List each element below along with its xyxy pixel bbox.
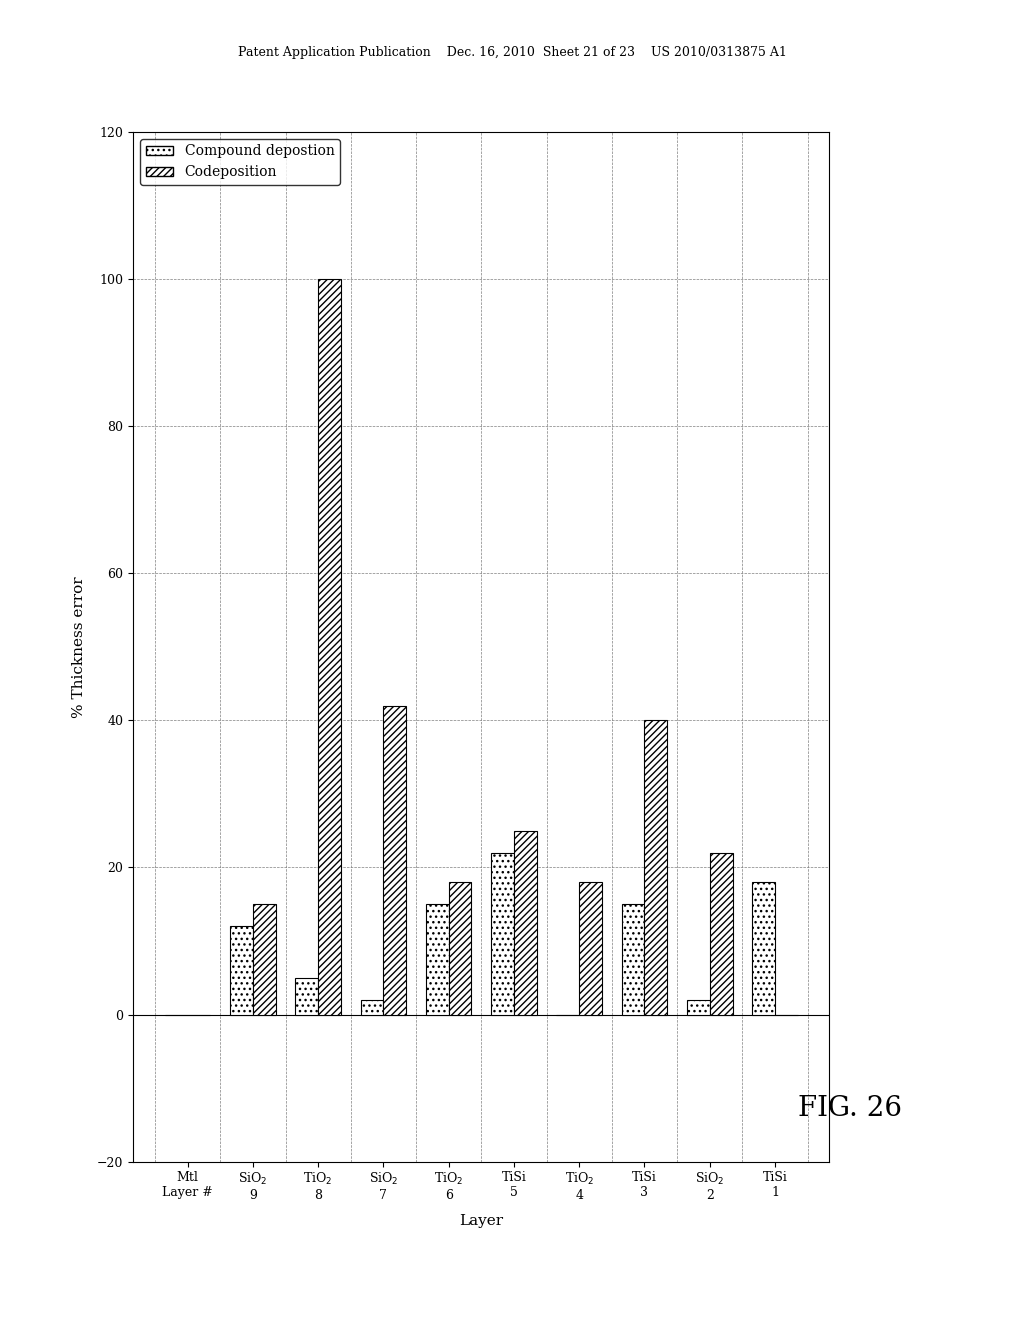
Bar (514, 830, 537, 1015)
X-axis label: Layer: Layer (459, 1213, 504, 1228)
Legend: Compound depostion, Codeposition: Compound depostion, Codeposition (140, 139, 340, 185)
Bar (492, 853, 514, 1015)
Bar (253, 904, 275, 1015)
Bar (752, 882, 775, 1015)
Bar (360, 999, 383, 1015)
Bar (318, 279, 341, 1015)
Bar (383, 706, 407, 1015)
Bar (449, 882, 471, 1015)
Text: FIG. 26: FIG. 26 (798, 1096, 902, 1122)
Bar (622, 904, 644, 1015)
Bar (426, 904, 449, 1015)
Text: Patent Application Publication    Dec. 16, 2010  Sheet 21 of 23    US 2010/03138: Patent Application Publication Dec. 16, … (238, 46, 786, 59)
Bar (644, 721, 668, 1015)
Bar (295, 978, 318, 1015)
Bar (710, 853, 732, 1015)
Bar (687, 999, 710, 1015)
Y-axis label: % Thickness error: % Thickness error (72, 576, 86, 718)
Bar (580, 882, 602, 1015)
Bar (230, 927, 253, 1015)
